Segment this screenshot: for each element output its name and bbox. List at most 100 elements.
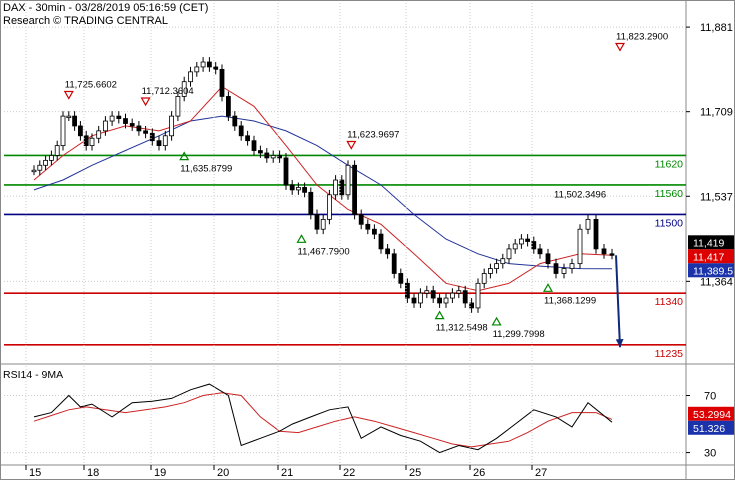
candle-body [89, 137, 95, 147]
level-label-11340: 11340 [655, 296, 684, 308]
x-tick-label: 19 [154, 467, 166, 479]
rsi-badge-rsi-text: 51.326 [693, 423, 725, 435]
candle-body [257, 150, 263, 154]
candle-body [188, 71, 193, 83]
candle-body [333, 179, 339, 196]
rsi-badge-rsi: 51.326 [688, 420, 734, 435]
price-tick-label: 11,881 [700, 22, 733, 34]
candle-body [365, 223, 371, 230]
candle-body [103, 120, 108, 132]
rsi-badge-rsi_ma: 53.2994 [688, 406, 734, 421]
rsi-title: RSI14 - 9MA [3, 369, 63, 381]
chart-header-source: Research © TRADING CENTRAL [3, 15, 168, 27]
candle-body [385, 248, 391, 255]
candle-body [78, 125, 83, 137]
candle-body [398, 273, 404, 284]
candle-body [251, 140, 257, 151]
candle-body [609, 253, 615, 256]
candle-body [289, 184, 295, 191]
peak-marker-icon [346, 140, 357, 150]
candle-body [302, 187, 308, 193]
level-label-11500: 11500 [655, 217, 684, 229]
annotation-label: 11,725.6602 [65, 79, 117, 90]
candle-body [456, 290, 462, 294]
candle-body [245, 135, 251, 142]
annotation-label: 11,712.3604 [142, 86, 194, 97]
candle-body [31, 169, 37, 173]
trough-marker-icon [491, 316, 502, 326]
chart-header-title: DAX - 30min - 03/28/2019 05:16:59 (CET) [3, 2, 209, 14]
candle-body [601, 248, 607, 255]
candle-body [43, 159, 48, 166]
candle-body [238, 125, 244, 137]
trough-marker-icon [179, 151, 190, 161]
level-label-11235: 11235 [655, 348, 684, 360]
candle-body [270, 155, 276, 159]
annotation-label: 11,635.8799 [180, 164, 232, 175]
candle-body [283, 157, 289, 186]
annotation-label: 11,368.1299 [544, 295, 596, 306]
x-axis: 15 18 19 20 21 22 25 26 27 [0, 3, 735, 479]
candle-body [169, 115, 175, 137]
candle-body [531, 241, 537, 250]
projection-arrowhead-icon [615, 338, 624, 348]
candle-body [506, 248, 512, 260]
rsi-panel: 70 30 RSI14 - 9MA 53.2994 51.326 [3, 369, 734, 460]
peak-marker-icon [63, 90, 74, 100]
x-tick-label: 15 [29, 467, 41, 479]
level-label-11560: 11560 [655, 188, 684, 200]
candle-body [404, 282, 410, 299]
badge-ma_slow: 11,389.5 [688, 263, 734, 278]
candle-body [487, 268, 493, 274]
candle-body [49, 155, 54, 161]
candle-body [358, 214, 364, 225]
candle-body [378, 233, 384, 250]
x-tick-label: 26 [473, 467, 485, 479]
candle-body [143, 130, 149, 134]
candle-body [219, 68, 225, 97]
rsi-ma-line [33, 392, 613, 448]
rsi-badge-rsi_ma-bg [688, 406, 734, 421]
candle-body [200, 61, 206, 68]
candle-body [136, 125, 142, 132]
annotation-label: 11,823.2900 [616, 31, 668, 42]
candle-body [339, 179, 345, 196]
peak-marker-icon [140, 97, 151, 107]
candle-body [264, 152, 270, 159]
candle-body [561, 268, 567, 274]
candle-body [54, 145, 60, 156]
candle-body [326, 194, 332, 220]
candle-body [371, 228, 377, 235]
candle-body [417, 292, 423, 304]
candle-body [512, 243, 518, 250]
candle-body [96, 130, 102, 139]
badge-last-bg [688, 235, 734, 250]
candle-body [411, 297, 417, 304]
candle-body [475, 282, 481, 309]
rsi-badge-rsi-bg [688, 420, 734, 435]
candle-body [437, 297, 443, 304]
candle-body [593, 218, 599, 250]
rsi-tick-label: 30 [704, 448, 716, 460]
badge-ma_slow-text: 11,389.5 [693, 265, 733, 277]
candle-body [345, 164, 351, 196]
trough-marker-icon [296, 234, 307, 243]
trough-marker-icon [434, 310, 445, 320]
candle-body [519, 238, 524, 245]
candle-body [213, 66, 219, 70]
candle-body [37, 164, 43, 171]
candle-body [295, 187, 301, 191]
annotation-label: 11,502.3496 [554, 189, 606, 200]
candle-body [225, 96, 231, 117]
candle-body [462, 290, 468, 304]
candle-body [494, 263, 500, 269]
candle-body [424, 290, 430, 294]
peak-marker-icon [614, 42, 626, 52]
rsi-line [33, 383, 613, 454]
candle-body [206, 61, 212, 68]
candle-body [443, 297, 449, 304]
candle-body [156, 140, 162, 147]
